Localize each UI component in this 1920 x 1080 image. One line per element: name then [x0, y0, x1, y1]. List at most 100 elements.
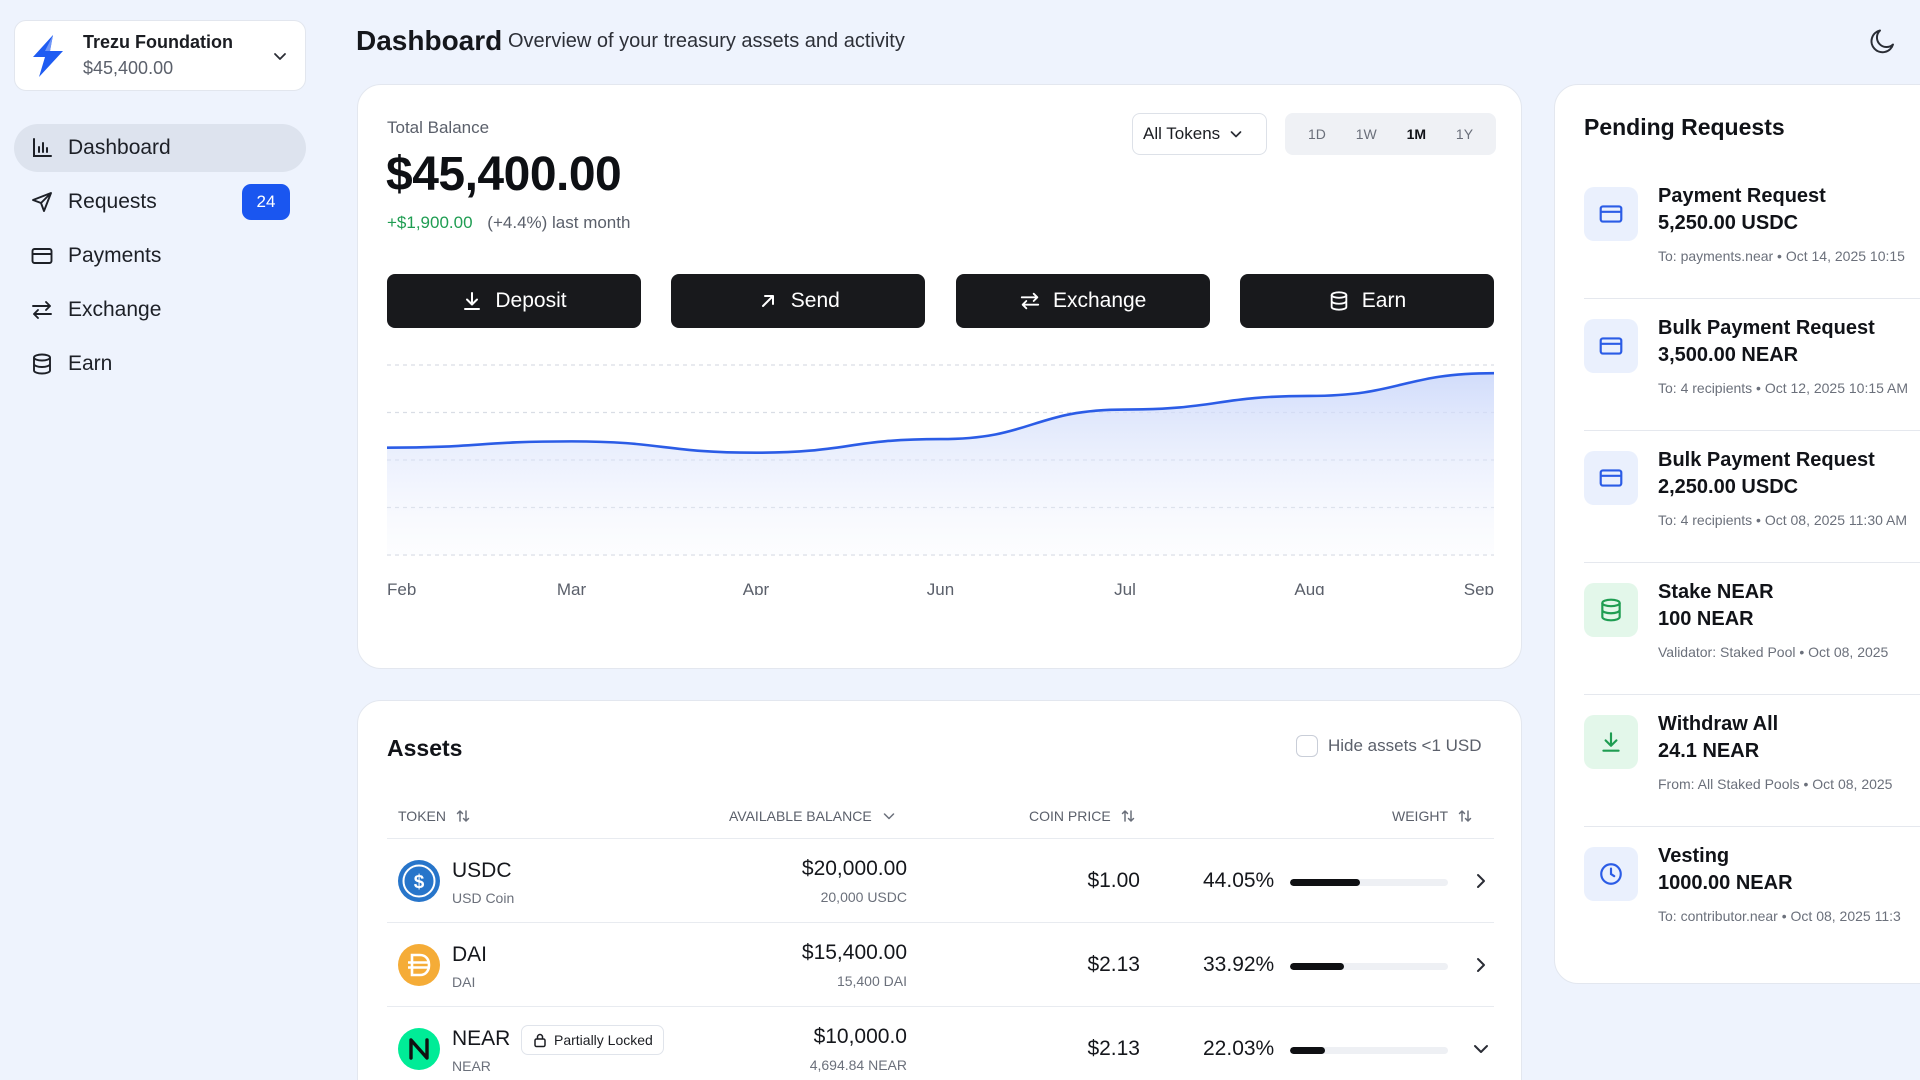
request-meta: To: contributor.near • Oct 08, 2025 11:3 [1658, 908, 1901, 924]
sidebar-item-label: Earn [68, 352, 113, 375]
total-balance-value: $45,400.00 [386, 148, 622, 201]
x-tick-label: Feb [387, 580, 416, 595]
range-1w-button[interactable]: 1W [1355, 126, 1377, 142]
org-info: Trezu Foundation $45,400.00 [83, 32, 271, 79]
balance-change-percent: (+4.4%) last month [487, 213, 631, 232]
database-icon [1330, 291, 1348, 311]
time-range-selector: 1D 1W 1M 1Y [1285, 113, 1496, 155]
request-item[interactable]: Bulk Payment Request 2,250.00 USDC To: 4… [1584, 431, 1920, 563]
x-tick-label: Jun [927, 580, 954, 595]
chevron-down-icon[interactable] [1470, 1038, 1492, 1060]
partially-locked-badge: Partially Locked [521, 1025, 664, 1055]
balance-token: 20,000 USDC [820, 889, 907, 905]
deposit-button[interactable]: Deposit [387, 274, 641, 328]
range-1y-button[interactable]: 1Y [1455, 126, 1474, 142]
request-icon-wrap [1584, 715, 1638, 769]
exchange-button[interactable]: Exchange [955, 274, 1210, 328]
weight-percent: 44.05% [1203, 869, 1275, 892]
send-button[interactable]: Send [671, 274, 926, 328]
balance-usd: $15,400.00 [801, 941, 907, 964]
sidebar-item-exchange[interactable]: Exchange [14, 286, 306, 334]
sidebar-item-label: Exchange [68, 298, 162, 321]
chevron-right-icon[interactable] [1470, 954, 1492, 976]
table-row[interactable]: $ USDC USD Coin $20,000.00 20,000 USDC $… [387, 839, 1494, 923]
sidebar-item-label: Payments [68, 244, 162, 267]
x-tick-label: Jul [1114, 580, 1136, 595]
request-item[interactable]: Stake NEAR 100 NEAR Validator: Staked Po… [1584, 563, 1920, 695]
token-symbol: USDC [452, 859, 512, 882]
sidebar-item-requests[interactable]: Requests 24 [14, 178, 306, 226]
chevron-down-icon [883, 813, 894, 820]
sidebar-item-earn[interactable]: Earn [14, 340, 306, 388]
table-row[interactable]: NEAR Partially Locked NEAR $10,000.0 4,6… [387, 1007, 1494, 1080]
weight-bar [1290, 1047, 1448, 1054]
earn-button[interactable]: Earn [1239, 274, 1494, 328]
request-icon-wrap [1584, 319, 1638, 373]
usdc-token-icon: $ [398, 860, 440, 902]
assets-card: Assets Hide assets <1 USD TOKEN AVAILABL… [357, 700, 1522, 1080]
org-name: Trezu Foundation [83, 32, 233, 52]
coin-price: $2.13 [1087, 953, 1140, 976]
request-icon-wrap [1584, 847, 1638, 901]
request-amount: 100 NEAR [1658, 608, 1754, 630]
token-filter-select[interactable]: All Tokens [1132, 113, 1267, 155]
request-item[interactable]: Bulk Payment Request 3,500.00 NEAR To: 4… [1584, 299, 1920, 431]
sort-icon [1121, 810, 1134, 822]
moon-icon[interactable] [1868, 26, 1898, 56]
coin-price: $1.00 [1087, 869, 1140, 892]
weight-bar [1290, 879, 1448, 886]
column-header-label: COIN PRICE [1029, 808, 1111, 824]
range-1m-button[interactable]: 1M [1406, 126, 1427, 142]
request-amount: 5,250.00 USDC [1658, 212, 1799, 234]
pending-requests-title: Pending Requests [1584, 114, 1785, 140]
column-header-weight[interactable]: WEIGHT [1392, 807, 1474, 825]
dai-token-icon [398, 944, 440, 986]
token-name: DAI [452, 974, 476, 990]
table-row[interactable]: DAI DAI $15,400.00 15,400 DAI $2.13 33.9… [387, 923, 1494, 1007]
sort-icon [456, 810, 470, 822]
hide-small-assets-checkbox[interactable] [1296, 735, 1318, 757]
exchange-icon [32, 301, 52, 319]
request-item[interactable]: Payment Request 5,250.00 USDC To: paymen… [1584, 167, 1920, 299]
send-label: Send [790, 289, 840, 312]
org-switcher[interactable]: Trezu Foundation $45,400.00 [14, 20, 306, 91]
request-amount: 3,500.00 NEAR [1658, 344, 1799, 366]
exchange-label: Exchange [1052, 289, 1147, 312]
assets-table-header: TOKEN AVAILABLE BALANCE COIN PRICE WEIGH… [387, 797, 1494, 839]
request-icon-wrap [1584, 187, 1638, 241]
coin-price: $2.13 [1087, 1037, 1140, 1060]
request-meta: From: All Staked Pools • Oct 08, 2025 [1658, 776, 1893, 792]
near-token-icon [398, 1028, 440, 1070]
column-header-price[interactable]: COIN PRICE [1029, 807, 1137, 825]
sidebar-nav: Dashboard Requests 24 Payments Exchange … [14, 124, 306, 394]
request-title: Vesting [1658, 845, 1730, 867]
column-header-balance[interactable]: AVAILABLE BALANCE [729, 807, 898, 825]
arrow-up-right-icon [761, 295, 774, 307]
chevron-right-icon[interactable] [1470, 870, 1492, 892]
request-amount: 24.1 NEAR [1658, 740, 1760, 762]
request-item[interactable]: Vesting 1000.00 NEAR To: contributor.nea… [1584, 827, 1920, 959]
balance-token: 4,694.84 NEAR [809, 1057, 907, 1073]
request-meta: To: payments.near • Oct 14, 2025 10:15 [1658, 248, 1905, 264]
pending-requests-card: Pending Requests Payment Request 5,250.0… [1554, 84, 1920, 984]
assets-title: Assets [387, 735, 463, 761]
sidebar-item-payments[interactable]: Payments [14, 232, 306, 280]
weight-bar [1290, 963, 1448, 970]
hide-small-assets-toggle[interactable]: Hide assets <1 USD [1296, 735, 1482, 757]
page-subtitle: Overview of your treasury assets and act… [508, 30, 905, 52]
balance-usd: $10,000.0 [813, 1025, 907, 1048]
range-1d-button[interactable]: 1D [1307, 126, 1326, 142]
exchange-icon [1020, 292, 1040, 310]
x-tick-label: Mar [557, 580, 587, 595]
balance-change: +$1,900.00 (+4.4%) last month [387, 213, 630, 233]
org-balance: $45,400.00 [83, 58, 174, 78]
token-symbol: NEAR [452, 1027, 511, 1050]
sidebar-item-dashboard[interactable]: Dashboard [14, 124, 306, 172]
request-item[interactable]: Withdraw All 24.1 NEAR From: All Staked … [1584, 695, 1920, 827]
request-meta: To: 4 recipients • Oct 12, 2025 10:15 AM [1658, 380, 1909, 396]
request-title: Withdraw All [1658, 713, 1779, 735]
bar-chart-icon [33, 138, 52, 157]
sort-icon [1458, 810, 1472, 822]
page-title: Dashboard [356, 25, 503, 56]
column-header-token[interactable]: TOKEN [398, 807, 472, 825]
